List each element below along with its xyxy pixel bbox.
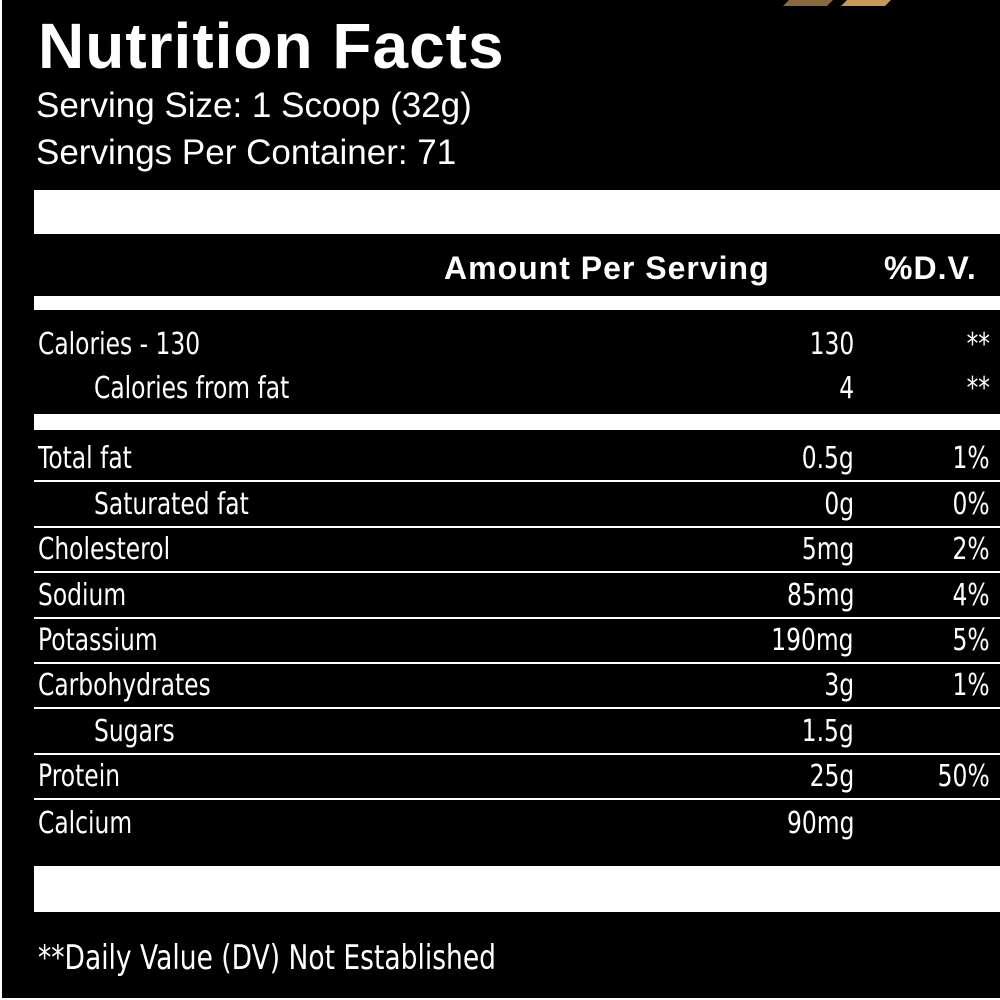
nutrient-dv: 50% [937,759,990,794]
divider-bar [34,296,1000,310]
nutrient-dv: ** [966,371,990,406]
nutrient-row: Total fat 0.5g 1% [34,436,1000,482]
nutrient-dv: 0% [952,487,990,522]
nutrient-label: Calories - 130 [38,327,201,362]
nutrient-amount: 190mg [771,623,854,658]
header-amount-per-serving: Amount Per Serving [444,250,770,286]
divider-bar [34,190,1000,234]
nutrient-dv: 2% [952,532,990,567]
nutrient-row: Protein 25g 50% [34,754,1000,800]
nutrient-amount: 3g [824,668,854,703]
nutrient-amount: 0g [824,487,854,522]
nutrient-label: Sodium [38,578,127,613]
nutrient-amount: 0.5g [801,441,854,476]
nutrient-dv: 1% [952,668,990,703]
nutrient-label: Calcium [38,806,133,841]
nutrient-row: Calories from fat 4 ** [34,366,1000,412]
nutrient-row: Potassium 190mg 5% [34,618,1000,664]
servings-per-container: Servings Per Container: 71 [36,133,457,172]
nutrient-amount: 130 [809,327,854,362]
nutrient-label: Sugars [94,714,175,749]
nutrient-row: Calcium 90mg [34,801,1000,847]
nutrient-amount: 1.5g [801,714,854,749]
nutrient-amount: 90mg [786,806,854,841]
divider-bar [34,866,1000,912]
serving-size: Serving Size: 1 Scoop (32g) [36,86,472,125]
nutrient-row: Carbohydrates 3g 1% [34,663,1000,709]
nutrient-amount: 25g [809,759,854,794]
nutrient-dv: 5% [952,623,990,658]
nutrient-row: Calories - 130 130 ** [34,322,1000,368]
nutrient-label: Protein [38,759,121,794]
nutrient-row: Cholesterol 5mg 2% [34,527,1000,573]
nutrient-label: Calories from fat [94,371,290,406]
footnote: **Daily Value (DV) Not Established [38,938,496,978]
nutrient-dv: 1% [952,441,990,476]
nutrient-row: Sodium 85mg 4% [34,573,1000,619]
accent-stripe [841,0,891,6]
nutrient-amount: 85mg [786,578,854,613]
divider-bar [34,414,1000,430]
panel-title: Nutrition Facts [38,10,505,82]
nutrient-row: Sugars 1.5g [34,709,1000,755]
nutrient-amount: 5mg [801,532,854,567]
accent-stripe [783,0,833,6]
header-daily-value: %D.V. [884,250,977,286]
nutrient-label: Carbohydrates [38,668,211,703]
nutrient-dv: 4% [952,578,990,613]
nutrient-label: Cholesterol [38,532,171,567]
nutrient-amount: 4 [839,371,854,406]
nutrient-label: Potassium [38,623,158,658]
nutrient-row: Saturated fat 0g 0% [34,482,1000,528]
nutrient-dv: ** [966,327,990,362]
nutrient-label: Total fat [38,441,132,476]
nutrient-label: Saturated fat [94,487,249,522]
